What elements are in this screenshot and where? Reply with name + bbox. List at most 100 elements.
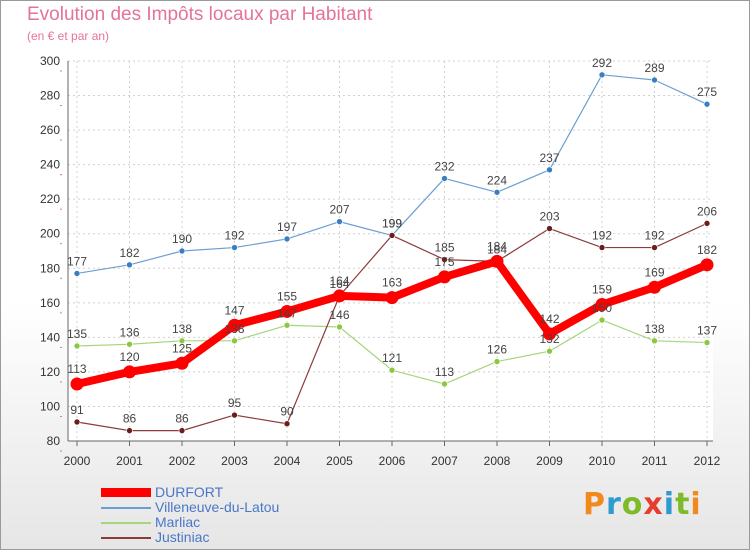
data-point-villeneuve-du-latou — [441, 175, 448, 182]
data-label-justiniac: 164 — [329, 277, 349, 291]
data-point-villeneuve-du-latou — [231, 244, 238, 251]
data-point-justiniac — [283, 420, 291, 428]
data-label-durfort: 120 — [119, 350, 139, 364]
x-tick-label: 2008 — [484, 454, 511, 468]
data-point-villeneuve-du-latou — [546, 166, 553, 174]
axes: 80 100 120 140 160 180 200 220 240 260 280 300 2000 2… — [40, 54, 721, 468]
data-label-justiniac: 91 — [70, 403, 84, 417]
data-point-durfort — [543, 327, 556, 341]
data-label-marliac: 150 — [592, 301, 612, 315]
data-point-justiniac — [126, 427, 133, 434]
data-point-villeneuve-du-latou — [73, 270, 81, 277]
data-point-justiniac — [388, 232, 396, 239]
series-marliac — [73, 316, 711, 388]
data-label-villeneuve-du-latou: 292 — [592, 56, 612, 70]
data-label-marliac: 138 — [644, 322, 664, 336]
data-label-durfort: 164 — [329, 274, 349, 288]
data-point-durfort — [438, 270, 451, 284]
y-tick-label: 200 — [40, 227, 60, 241]
x-tick-label: 2003 — [221, 454, 248, 468]
logo-letter: i — [663, 487, 676, 522]
chart-title: Evolution des Impôts locaux par Habitant — [27, 4, 373, 25]
data-label-durfort: 125 — [172, 341, 192, 355]
data-label-justiniac: 199 — [382, 216, 402, 230]
data-label-villeneuve-du-latou: 237 — [539, 151, 559, 165]
data-point-justiniac — [546, 225, 553, 232]
data-label-marliac: 136 — [119, 325, 139, 339]
data-label-durfort: 155 — [277, 289, 297, 303]
legend-swatch — [101, 488, 151, 497]
data-label-villeneuve-du-latou: 289 — [644, 61, 664, 75]
data-label-marliac: 137 — [697, 324, 717, 338]
data-point-marliac — [598, 316, 606, 324]
x-tick-label: 2006 — [379, 454, 406, 468]
logo-letter: o — [621, 487, 644, 522]
series — [70, 71, 714, 434]
logo-letter: x — [643, 487, 664, 522]
data-label-marliac: 146 — [329, 308, 349, 322]
legend-swatch — [101, 507, 151, 509]
data-point-marliac — [283, 321, 291, 329]
data-point-justiniac — [598, 244, 606, 251]
data-label-marliac: 121 — [382, 351, 402, 365]
data-label-marliac: 138 — [172, 322, 192, 336]
data-point-marliac — [336, 323, 343, 331]
data-point-durfort — [280, 304, 294, 318]
y-tick-label: 260 — [40, 123, 60, 137]
chart-subtitle: (en € et par an) — [27, 29, 110, 43]
data-label-justiniac: 86 — [123, 412, 137, 426]
data-point-marliac — [126, 340, 133, 348]
data-label-villeneuve-du-latou: 224 — [487, 173, 507, 187]
data-point-villeneuve-du-latou — [493, 188, 501, 196]
data-label-durfort: 182 — [697, 243, 717, 257]
x-tick-label: 2011 — [642, 454, 668, 468]
x-tick-label: 2000 — [64, 454, 91, 468]
data-label-villeneuve-du-latou: 182 — [119, 246, 139, 260]
data-point-durfort — [123, 365, 136, 379]
data-label-durfort: 159 — [592, 283, 612, 297]
data-label-villeneuve-du-latou: 232 — [434, 159, 454, 173]
data-label-justiniac: 95 — [228, 396, 242, 410]
legend-swatch — [101, 522, 151, 524]
data-label-justiniac: 86 — [175, 412, 189, 426]
series-durfort — [70, 254, 714, 391]
data-label-villeneuve-du-latou: 190 — [172, 232, 192, 246]
data-label-marliac: 138 — [224, 322, 244, 336]
data-point-durfort — [175, 356, 189, 370]
data-label-villeneuve-du-latou: 199 — [382, 216, 402, 230]
data-point-villeneuve-du-latou — [598, 71, 606, 79]
data-label-justiniac: 184 — [487, 242, 507, 256]
data-point-justiniac — [651, 244, 658, 251]
data-label-durfort: 147 — [224, 303, 244, 317]
y-tick-label: 180 — [40, 261, 60, 275]
legend-label: Marliac — [155, 514, 201, 530]
data-point-durfort — [595, 298, 609, 312]
data-point-justiniac — [231, 411, 238, 419]
y-tick-label: 120 — [40, 365, 60, 379]
data-point-durfort — [70, 377, 84, 391]
data-point-villeneuve-du-latou — [703, 100, 711, 108]
x-tick-label: 2009 — [536, 454, 563, 468]
data-label-durfort: 175 — [434, 255, 454, 269]
x-tick-label: 2010 — [589, 454, 616, 468]
data-label-justiniac: 90 — [280, 405, 294, 419]
data-point-justiniac — [73, 418, 81, 426]
x-tick-label: 2012 — [694, 454, 721, 468]
data-label-marliac: 113 — [435, 365, 454, 379]
data-label-villeneuve-du-latou: 207 — [329, 203, 349, 217]
data-point-durfort — [700, 258, 714, 272]
x-tick-label: 2004 — [274, 454, 301, 468]
proxiti-logo: Proxiti — [583, 487, 702, 522]
data-point-marliac — [703, 339, 711, 346]
data-point-villeneuve-du-latou — [178, 247, 186, 255]
data-label-marliac: 132 — [539, 332, 559, 346]
data-label-durfort: 142 — [539, 312, 559, 326]
data-label-durfort: 169 — [644, 265, 664, 279]
data-point-justiniac — [441, 256, 448, 263]
data-point-durfort — [648, 280, 661, 294]
data-label-villeneuve-du-latou: 177 — [67, 254, 87, 268]
data-point-durfort — [385, 291, 399, 305]
legend-swatch — [101, 537, 151, 539]
data-label-villeneuve-du-latou: 197 — [277, 220, 297, 234]
data-point-justiniac — [703, 220, 711, 227]
